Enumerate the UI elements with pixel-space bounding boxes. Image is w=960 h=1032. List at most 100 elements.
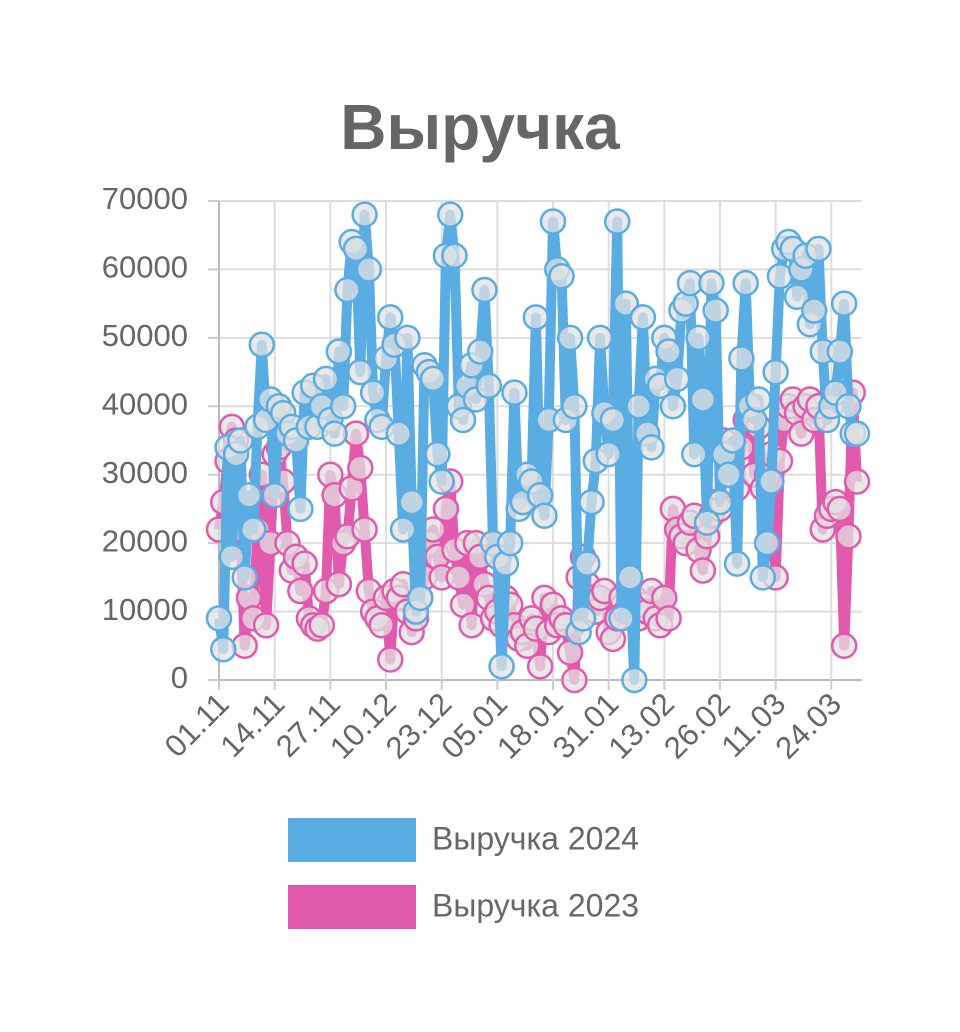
legend-swatch xyxy=(288,885,416,929)
point xyxy=(248,331,276,358)
point xyxy=(603,208,631,235)
point xyxy=(843,468,871,495)
point xyxy=(210,635,237,663)
point xyxy=(706,488,734,516)
y-tick-label: 0 xyxy=(171,660,188,695)
point xyxy=(205,605,233,632)
point xyxy=(475,372,503,400)
point xyxy=(359,379,387,406)
point xyxy=(291,550,318,577)
chart-title: Выручка xyxy=(340,91,620,163)
x-tick-label: 24.03 xyxy=(768,686,848,766)
point xyxy=(308,612,336,639)
point xyxy=(681,440,708,468)
point xyxy=(629,304,657,331)
point xyxy=(685,324,712,352)
point xyxy=(715,461,742,488)
point xyxy=(719,427,747,454)
point xyxy=(347,358,374,386)
point xyxy=(449,406,477,434)
point xyxy=(835,523,862,550)
point xyxy=(693,509,721,536)
point xyxy=(231,632,258,660)
point xyxy=(389,516,417,543)
point xyxy=(436,201,464,228)
point xyxy=(377,304,404,331)
point xyxy=(394,324,421,352)
point xyxy=(663,365,691,393)
point xyxy=(830,632,858,660)
point xyxy=(616,564,644,591)
point xyxy=(261,481,288,509)
x-tick-label: 14.11 xyxy=(213,686,291,764)
point xyxy=(355,256,383,283)
point xyxy=(659,393,687,420)
point xyxy=(325,338,353,365)
point xyxy=(586,324,614,352)
legend-swatch xyxy=(288,818,416,862)
point xyxy=(488,653,515,680)
point xyxy=(227,427,254,454)
point xyxy=(287,495,314,523)
y-tick-label: 30000 xyxy=(102,455,188,490)
point xyxy=(334,276,361,304)
series xyxy=(205,201,871,694)
point xyxy=(753,529,781,557)
point xyxy=(496,529,524,557)
point xyxy=(351,516,378,543)
point xyxy=(698,269,725,297)
point xyxy=(826,495,854,523)
point xyxy=(749,564,777,591)
point xyxy=(539,208,567,235)
y-tick-label: 60000 xyxy=(102,250,188,285)
point xyxy=(843,420,871,447)
point xyxy=(406,584,434,612)
point xyxy=(655,605,682,632)
y-tick-label: 70000 xyxy=(102,181,188,216)
point xyxy=(830,290,858,317)
point xyxy=(758,468,785,495)
point xyxy=(569,605,597,632)
point xyxy=(466,338,494,365)
y-tick-label: 50000 xyxy=(102,318,188,353)
point xyxy=(621,666,648,694)
legend-label: Выручка 2023 xyxy=(432,887,639,923)
point xyxy=(526,653,554,680)
point xyxy=(702,297,729,324)
point xyxy=(835,393,862,420)
point xyxy=(325,570,353,598)
point xyxy=(800,297,828,324)
point xyxy=(625,393,652,420)
point xyxy=(445,564,473,591)
point xyxy=(231,564,258,591)
point xyxy=(578,488,605,516)
point xyxy=(347,454,374,482)
point xyxy=(561,666,588,694)
point xyxy=(471,276,498,304)
point xyxy=(556,324,584,352)
point xyxy=(762,358,789,386)
point xyxy=(252,612,280,639)
point xyxy=(218,543,246,571)
point xyxy=(377,646,404,673)
point xyxy=(419,365,447,393)
point xyxy=(732,269,759,297)
legend-label: Выручка 2024 xyxy=(432,820,639,856)
point xyxy=(312,365,340,393)
x-tick-label: 26.02 xyxy=(657,686,737,766)
point xyxy=(441,242,468,269)
x-tick-label: 01.11 xyxy=(158,686,236,764)
point xyxy=(428,468,455,495)
point xyxy=(689,557,717,584)
point xyxy=(398,488,425,516)
y-tick-label: 10000 xyxy=(102,592,188,627)
point xyxy=(329,393,357,420)
point xyxy=(608,605,635,632)
point xyxy=(561,393,588,420)
point xyxy=(573,550,601,577)
point xyxy=(638,434,665,461)
point xyxy=(522,304,550,331)
point xyxy=(531,502,558,530)
y-tick-label: 40000 xyxy=(102,386,188,421)
point xyxy=(745,386,772,413)
